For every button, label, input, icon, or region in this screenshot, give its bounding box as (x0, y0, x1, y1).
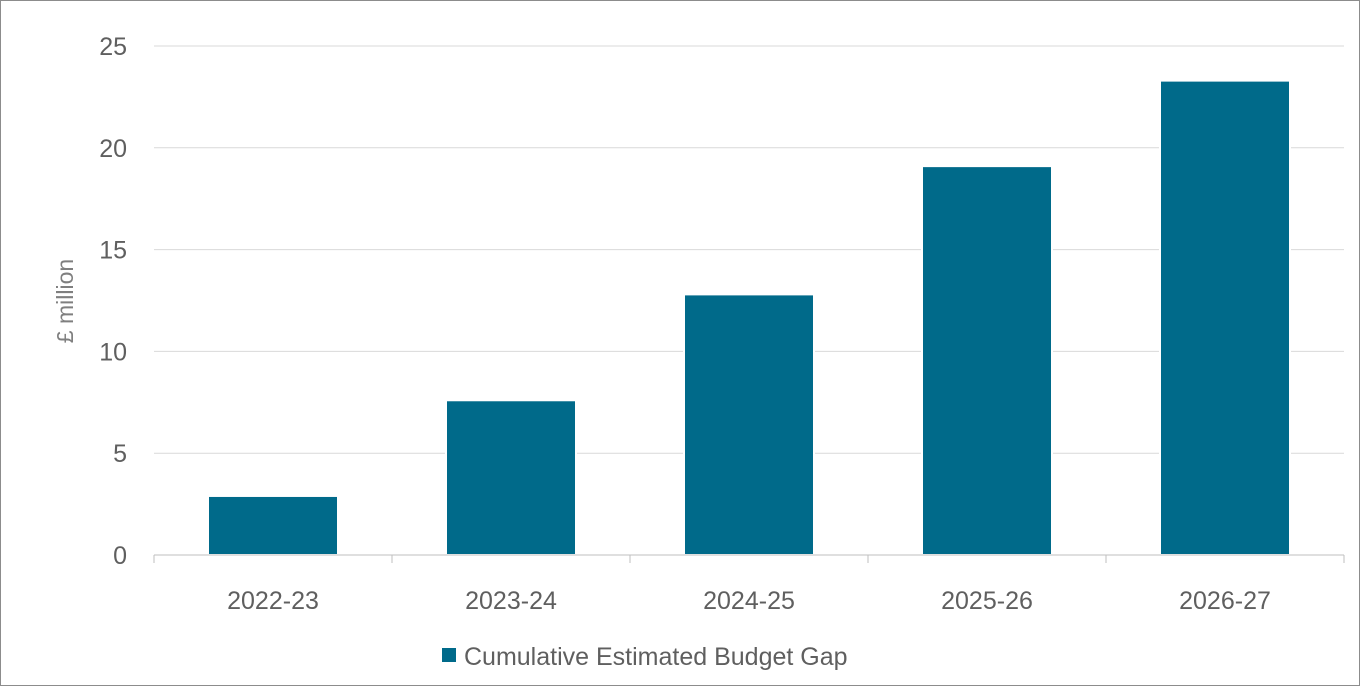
bar-2025-26 (921, 165, 1053, 556)
bar-2023-24 (445, 399, 577, 556)
y-tick-label: 15 (99, 237, 127, 265)
axes (153, 554, 1345, 563)
legend-swatch (442, 648, 456, 662)
x-tick-label: 2024-25 (703, 587, 795, 615)
x-tick-label: 2025-26 (941, 587, 1033, 615)
bar-2024-25 (683, 293, 815, 556)
y-tick-label: 5 (113, 440, 127, 468)
y-tick-label: 20 (99, 135, 127, 163)
y-tick-labels: 0 5 10 15 20 25 (99, 33, 127, 570)
y-tick-label: 10 (99, 338, 127, 366)
legend: Cumulative Estimated Budget Gap (442, 643, 848, 671)
gridlines (154, 45, 1344, 454)
x-tick-labels: 2022-23 2023-24 2024-25 2025-26 2026-27 (227, 587, 1271, 615)
bars (207, 79, 1291, 556)
x-tick-label: 2026-27 (1179, 587, 1271, 615)
legend-label: Cumulative Estimated Budget Gap (464, 643, 848, 671)
y-axis-title: £ million (52, 259, 78, 343)
x-tick-label: 2023-24 (465, 587, 557, 615)
bar-2022-23 (207, 494, 339, 556)
x-tick-label: 2022-23 (227, 587, 319, 615)
y-tick-label: 25 (99, 33, 127, 61)
y-tick-label: 0 (113, 542, 127, 570)
bar-2026-27 (1159, 79, 1291, 556)
